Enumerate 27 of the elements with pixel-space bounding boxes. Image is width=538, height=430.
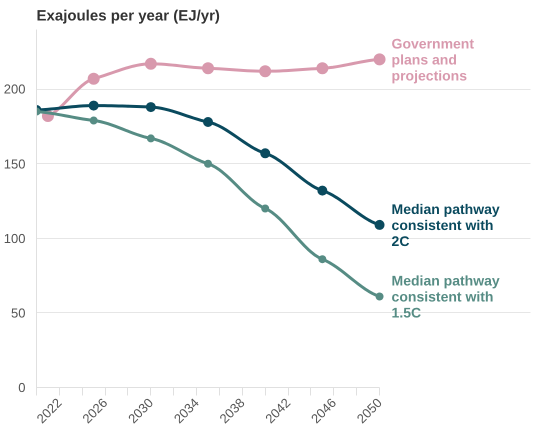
point [90, 116, 98, 124]
point [259, 65, 272, 78]
point [203, 116, 214, 127]
chart-title: Exajoules per year (EJ/yr) [36, 8, 220, 24]
y-tick-label: 0 [18, 380, 26, 395]
point [318, 255, 326, 264]
y-tick-label: 100 [4, 230, 26, 246]
y-tick-label: 50 [11, 305, 26, 320]
point [376, 292, 384, 300]
y-tick-label: 150 [4, 156, 26, 172]
point [88, 72, 100, 85]
point [146, 134, 155, 142]
series-label: Median pathway consistent with 2C [392, 200, 500, 249]
point [88, 100, 99, 111]
point [144, 58, 157, 70]
point [374, 220, 385, 230]
series-label: Median pathway consistent with 1.5C [392, 272, 500, 321]
point [146, 102, 156, 112]
y-tick-label: 200 [4, 82, 26, 97]
point [261, 204, 270, 212]
point [202, 62, 214, 74]
point [260, 148, 270, 158]
series-label: Government plans and projections [392, 35, 474, 84]
point [204, 160, 212, 168]
point [317, 186, 328, 196]
point [374, 53, 386, 66]
point [316, 62, 328, 74]
